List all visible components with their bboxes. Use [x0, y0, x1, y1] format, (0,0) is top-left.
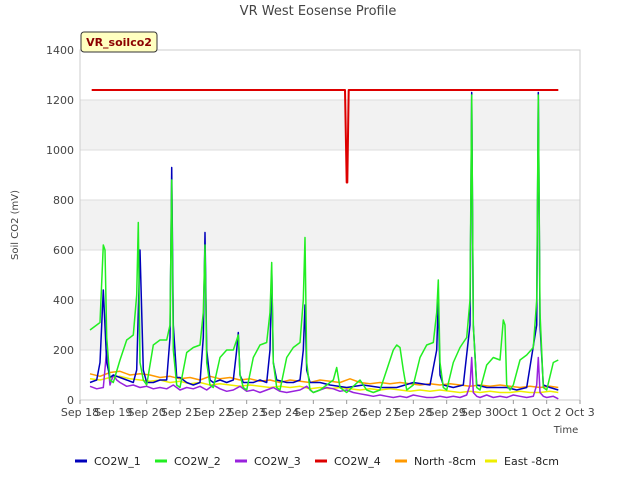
x-tick-label: Oct 3: [565, 406, 595, 419]
plot-band: [80, 200, 580, 250]
y-tick-label: 600: [53, 244, 74, 257]
legend-label: CO2W_4: [334, 455, 381, 468]
x-tick-label: Sep 27: [361, 406, 399, 419]
x-tick-label: Oct 1: [499, 406, 529, 419]
legend-label: CO2W_2: [174, 455, 221, 468]
y-tick-label: 1000: [46, 144, 74, 157]
x-tick-label: Sep 19: [94, 406, 132, 419]
annotation-tag: VR_soilco2: [80, 31, 158, 53]
y-tick-label: 0: [67, 394, 74, 407]
x-tick-label: Sep 29: [428, 406, 466, 419]
series-line-east-8cm: [89, 375, 559, 394]
chart-title: VR West Eosense Profile: [240, 4, 397, 19]
x-axis-label: Time: [553, 425, 578, 436]
plot-frame: [79, 49, 581, 401]
series-line-co2w-2: [89, 94, 559, 394]
y-axis-ticks: 0 200 400 600 800 1000 1200 1400: [46, 44, 74, 407]
y-axis-label: Soil CO2 (mV): [10, 190, 21, 260]
x-tick-label: Sep 26: [328, 406, 366, 419]
legend: CO2W_1 CO2W_2 CO2W_3 CO2W_4 North -8cm East -…: [75, 455, 559, 468]
y-tick-label: 1400: [46, 44, 74, 57]
plot-band: [80, 300, 580, 350]
y-tick-label: 400: [53, 294, 74, 307]
y-tick-label: 800: [53, 194, 74, 207]
plot-band: [80, 100, 580, 150]
legend-label: CO2W_1: [94, 455, 141, 468]
x-tick-label: Sep 23: [228, 406, 266, 419]
y-tick-label: 1200: [46, 94, 74, 107]
x-tick-label: Sep 22: [194, 406, 232, 419]
annotation-text: VR_soilco2: [86, 36, 152, 49]
legend-label: East -8cm: [504, 455, 559, 468]
x-tick-label: Sep 30: [461, 406, 499, 419]
y-tick-label: 200: [53, 344, 74, 357]
x-tick-label: Sep 21: [161, 406, 199, 419]
x-tick-label: Sep 28: [394, 406, 432, 419]
x-tick-label: Sep 18: [61, 406, 99, 419]
legend-label: North -8cm: [414, 455, 476, 468]
x-tick-label: Oct 2: [532, 406, 562, 419]
series-line-co2w-4: [91, 89, 559, 184]
x-tick-label: Sep 20: [128, 406, 166, 419]
x-tick-label: Sep 24: [261, 406, 299, 419]
plot-bands: [80, 100, 580, 350]
series-lines: [89, 89, 559, 400]
series-line-co2w-3: [89, 349, 559, 400]
annotation-box: [80, 31, 158, 53]
x-tick-label: Sep 25: [294, 406, 332, 419]
legend-label: CO2W_3: [254, 455, 301, 468]
